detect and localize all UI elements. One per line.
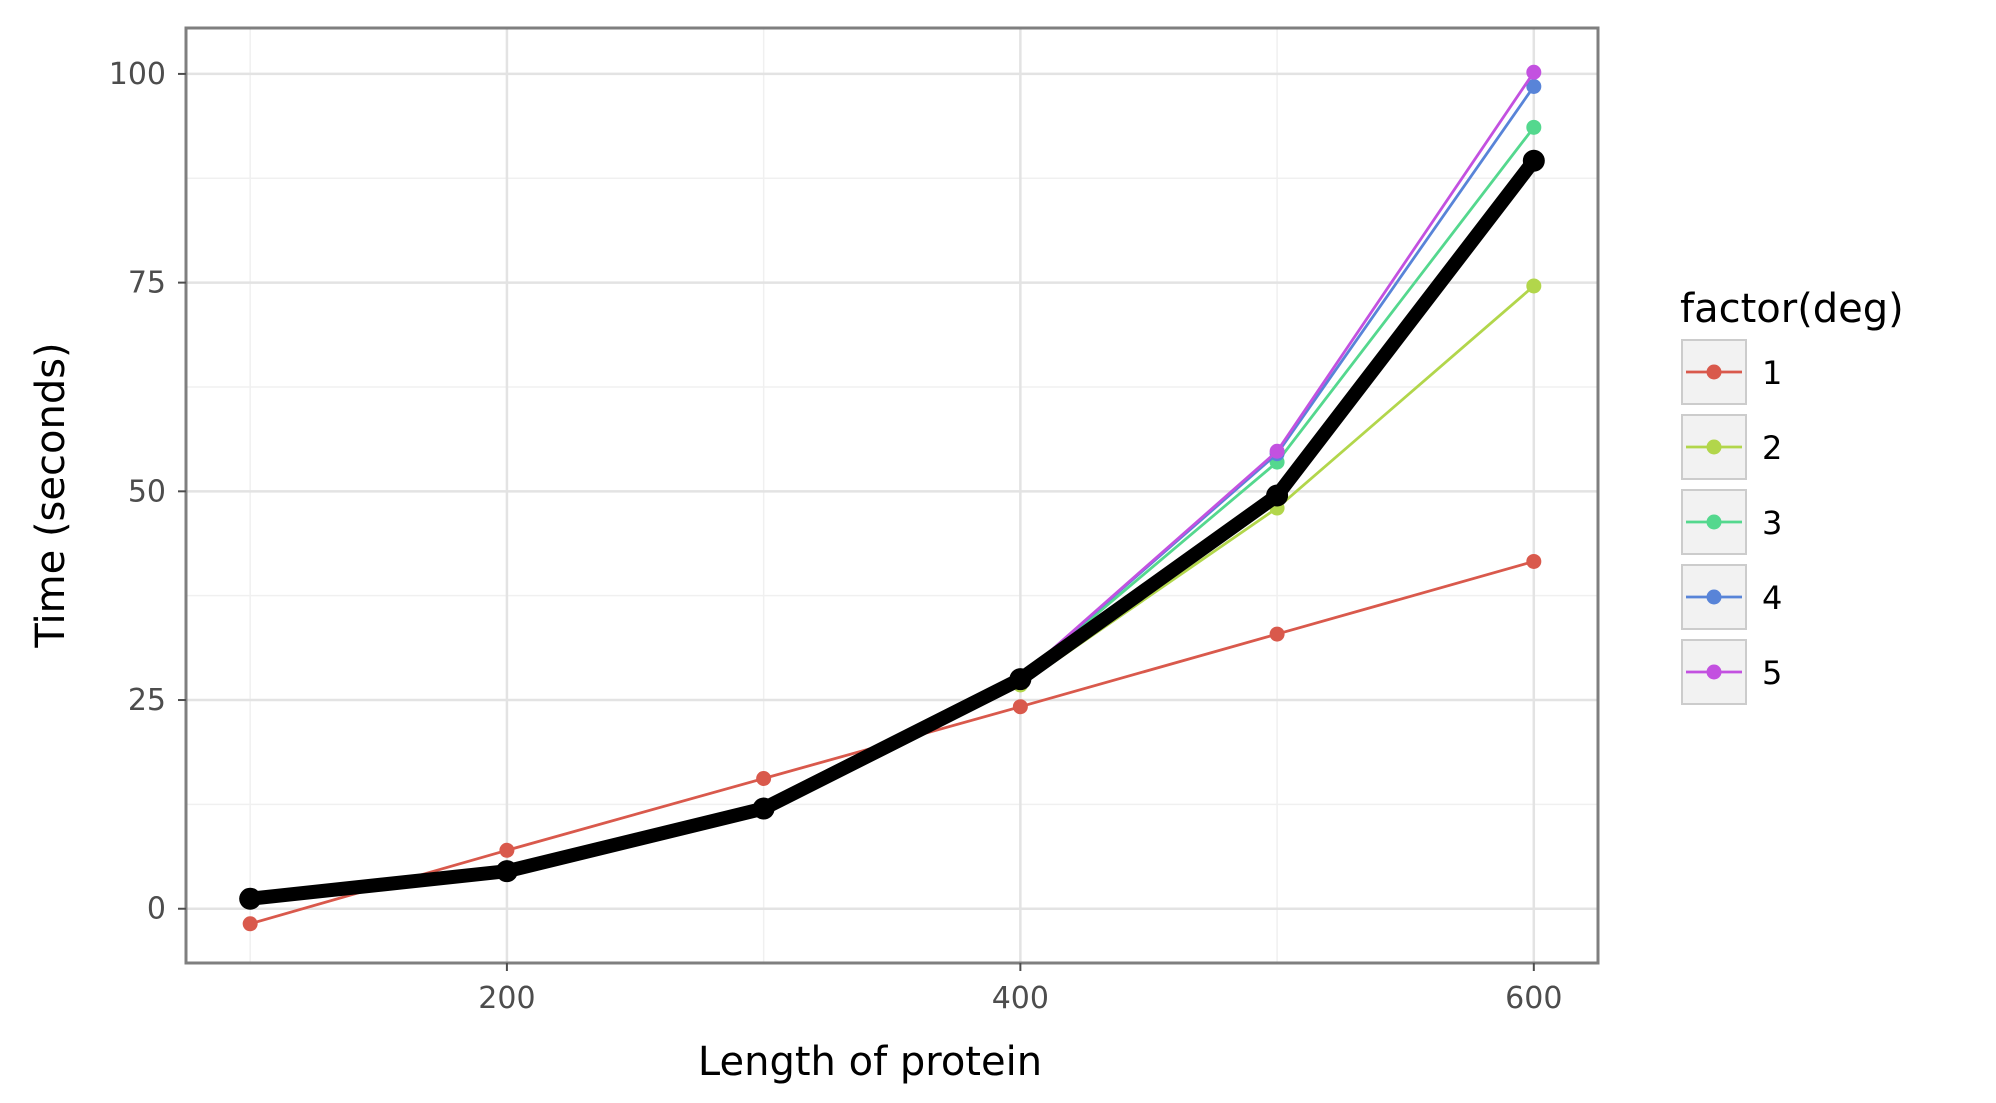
overlay-point <box>1009 668 1032 691</box>
overlay-point <box>1266 484 1289 507</box>
y-axis-title: Time (seconds) <box>28 342 74 648</box>
overlay-point <box>239 887 262 910</box>
y-tick-label: 75 <box>128 266 166 301</box>
legend-item-2: 2 <box>1681 414 1782 480</box>
legend-key-point <box>1706 364 1722 380</box>
legend-item-3: 3 <box>1681 489 1782 555</box>
y-tick-label: 50 <box>128 474 166 509</box>
legend-label: 5 <box>1762 654 1782 692</box>
panel-background <box>186 28 1598 963</box>
y-tick-label: 0 <box>147 892 166 927</box>
data-point-5 <box>1269 443 1285 459</box>
panel-border <box>184 26 1600 965</box>
overlay-point <box>495 860 518 883</box>
data-point-2 <box>1526 278 1542 294</box>
minor-gridlines <box>186 28 1598 963</box>
legend-title: factor(deg) <box>1680 286 1904 332</box>
legend-key-point <box>1706 439 1722 455</box>
data-point-1 <box>1012 699 1028 715</box>
legend-label: 4 <box>1762 579 1782 617</box>
legend-key-point <box>1706 589 1722 605</box>
x-tick-label: 400 <box>992 981 1049 1016</box>
legend: factor(deg) 1 2 3 4 5 <box>1680 286 1904 705</box>
legend-key-point <box>1706 664 1722 680</box>
x-tick-label: 600 <box>1505 981 1562 1016</box>
major-gridlines <box>186 28 1598 963</box>
data-point-1 <box>242 916 258 932</box>
legend-item-4: 4 <box>1681 564 1782 630</box>
data-point-1 <box>756 771 772 787</box>
y-axis-ticks: 0 25 50 75 100 <box>109 57 186 927</box>
legend-items: 1 2 3 4 5 <box>1681 339 1782 705</box>
data-point-1 <box>1269 626 1285 642</box>
x-axis-title: Length of protein <box>698 1039 1042 1085</box>
legend-item-5: 5 <box>1681 639 1782 705</box>
legend-item-1: 1 <box>1681 339 1782 405</box>
legend-key-point <box>1706 514 1722 530</box>
data-point-1 <box>1526 553 1542 569</box>
x-tick-label: 200 <box>478 981 535 1016</box>
x-axis-ticks: 200 400 600 <box>478 963 1562 1016</box>
legend-label: 3 <box>1762 504 1782 542</box>
data-point-1 <box>499 842 515 858</box>
overlay-point <box>1522 149 1545 172</box>
data-point-5 <box>1526 64 1542 80</box>
overlay-layer <box>239 149 1545 910</box>
overlay-point <box>752 797 775 820</box>
y-tick-label: 100 <box>109 57 166 92</box>
data-point-4 <box>1526 78 1542 94</box>
overlay-line <box>243 153 1541 906</box>
legend-label: 2 <box>1762 429 1782 467</box>
data-point-3 <box>1526 119 1542 135</box>
y-tick-label: 25 <box>128 683 166 718</box>
legend-label: 1 <box>1762 354 1782 392</box>
